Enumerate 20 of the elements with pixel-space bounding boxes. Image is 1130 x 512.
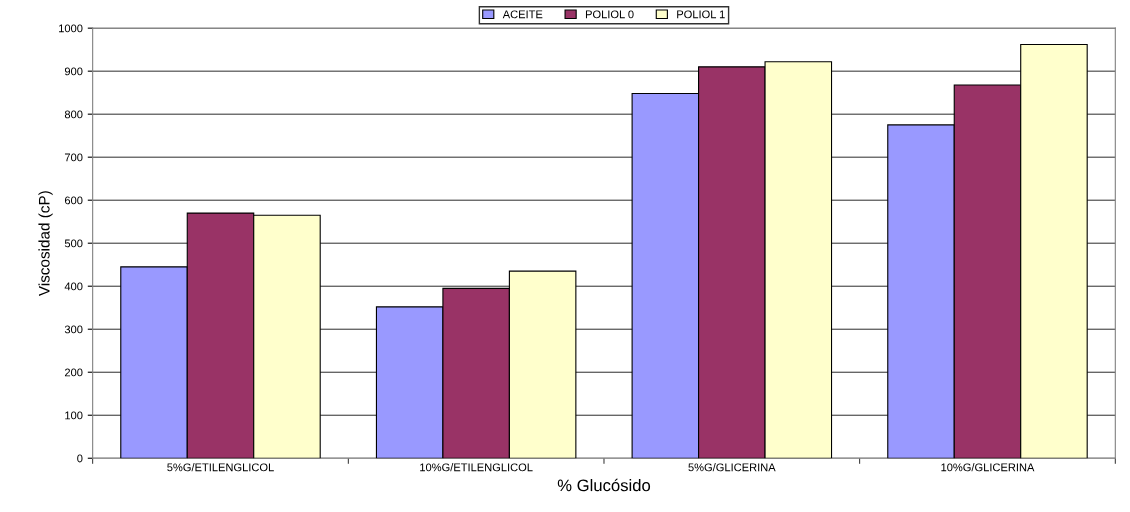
y-tick-label: 200 — [64, 368, 83, 377]
y-tick-label: 100 — [65, 411, 83, 420]
y-tick-label: 400 — [64, 282, 83, 291]
x-tick-label: 10%G/ETILENGLICOL — [420, 463, 533, 472]
legend-label: POLIOL 1 — [677, 10, 725, 19]
legend-label: POLIOL 0 — [585, 10, 634, 19]
y-tick-label: 900 — [64, 67, 83, 76]
y-tick-label: 1000 — [59, 24, 83, 33]
y-axis-title: Viscosidad (cP) — [38, 191, 53, 297]
y-tick-label: 700 — [64, 153, 83, 162]
y-tick-label: 500 — [64, 239, 83, 248]
x-axis-title: % Glucósido — [557, 478, 651, 492]
x-tick-label: 5%G/ETILENGLICOL — [167, 463, 274, 472]
x-tick-label: 10%G/GLICERINA — [941, 463, 1035, 472]
x-tick-label: 5%G/GLICERINA — [688, 463, 776, 472]
legend-label: ACEITE — [502, 10, 543, 19]
y-tick-label: 600 — [64, 196, 83, 205]
y-tick-label: 800 — [64, 110, 83, 119]
y-tick-label: 0 — [77, 454, 83, 463]
y-tick-label: 300 — [64, 325, 83, 334]
